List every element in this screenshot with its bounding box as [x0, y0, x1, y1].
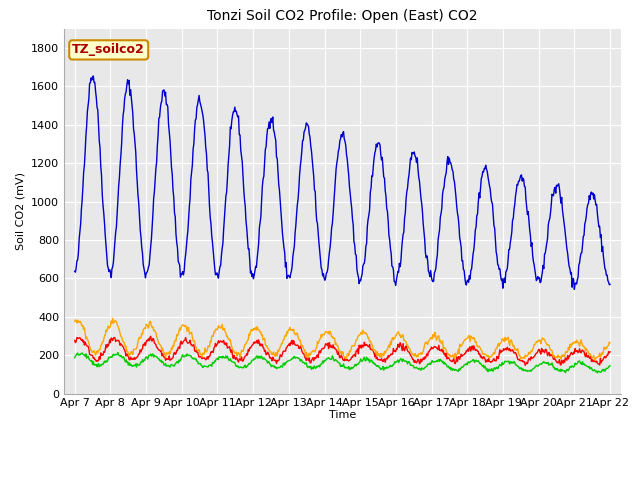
Title: Tonzi Soil CO2 Profile: Open (East) CO2: Tonzi Soil CO2 Profile: Open (East) CO2 [207, 10, 477, 24]
Text: TZ_soilco2: TZ_soilco2 [72, 43, 145, 56]
X-axis label: Time: Time [329, 410, 356, 420]
Y-axis label: Soil CO2 (mV): Soil CO2 (mV) [15, 172, 26, 250]
Legend: -2cm, -4cm, -8cm, -16cm: -2cm, -4cm, -8cm, -16cm [178, 474, 507, 480]
